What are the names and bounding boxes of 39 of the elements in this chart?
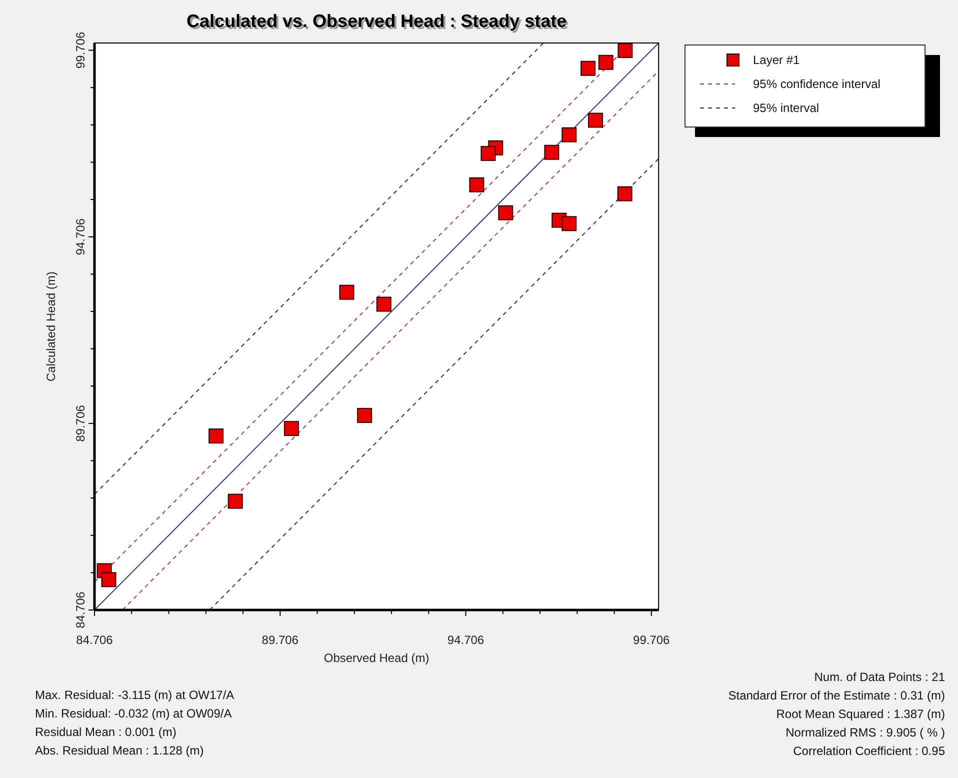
- chart-title: Calculated vs. Observed Head : Steady state: [188, 13, 569, 33]
- x-tick-label: 94.706: [447, 633, 484, 647]
- point: [284, 420, 299, 436]
- text: Root Mean Squared : 1.387 (m): [776, 707, 945, 721]
- text: Residual Mean : 0.001 (m): [35, 725, 176, 739]
- point: [562, 127, 577, 142]
- legend-label: 95% confidence interval: [753, 77, 880, 91]
- text: Max. Residual: -3.115 (m) at OW17/A: [35, 688, 234, 702]
- y-axis-title: Calculated Head (m): [44, 271, 58, 382]
- x-tick-label: 99.706: [633, 633, 670, 647]
- point: [598, 54, 614, 70]
- text: Num. of Data Points : 21: [814, 670, 946, 684]
- x-axis-title: Observed Head (m): [324, 651, 430, 665]
- point: [228, 494, 243, 509]
- point: [480, 146, 496, 161]
- text: Standard Error of the Estimate : 0.31 (m): [728, 688, 945, 702]
- point: [376, 296, 392, 312]
- text: Correlation Coefficient : 0.95: [793, 744, 946, 758]
- x-tick-label: 89.706: [262, 633, 299, 647]
- point: [562, 216, 577, 232]
- point: [588, 112, 603, 128]
- text: Normalized RMS : 9.905 ( % ): [786, 726, 945, 740]
- point: [208, 428, 224, 444]
- y-tick-label: 89.706: [74, 404, 88, 442]
- text: Min. Residual: -0.032 (m) at OW09/A: [35, 706, 232, 720]
- point: [580, 60, 596, 76]
- point: [469, 177, 484, 192]
- point: [339, 284, 354, 300]
- point: [618, 42, 633, 58]
- point: [544, 144, 560, 160]
- legend-label: 95% interval: [753, 101, 820, 115]
- point: [357, 408, 372, 423]
- point: [498, 205, 514, 220]
- y-tick-label: 94.706: [74, 218, 88, 256]
- point: [101, 572, 116, 588]
- text: Abs. Residual Mean : 1.128 (m): [35, 744, 204, 758]
- y-tick-label: 99.706: [74, 32, 88, 69]
- point: [617, 186, 632, 202]
- legend-label: Layer #1: [753, 53, 800, 67]
